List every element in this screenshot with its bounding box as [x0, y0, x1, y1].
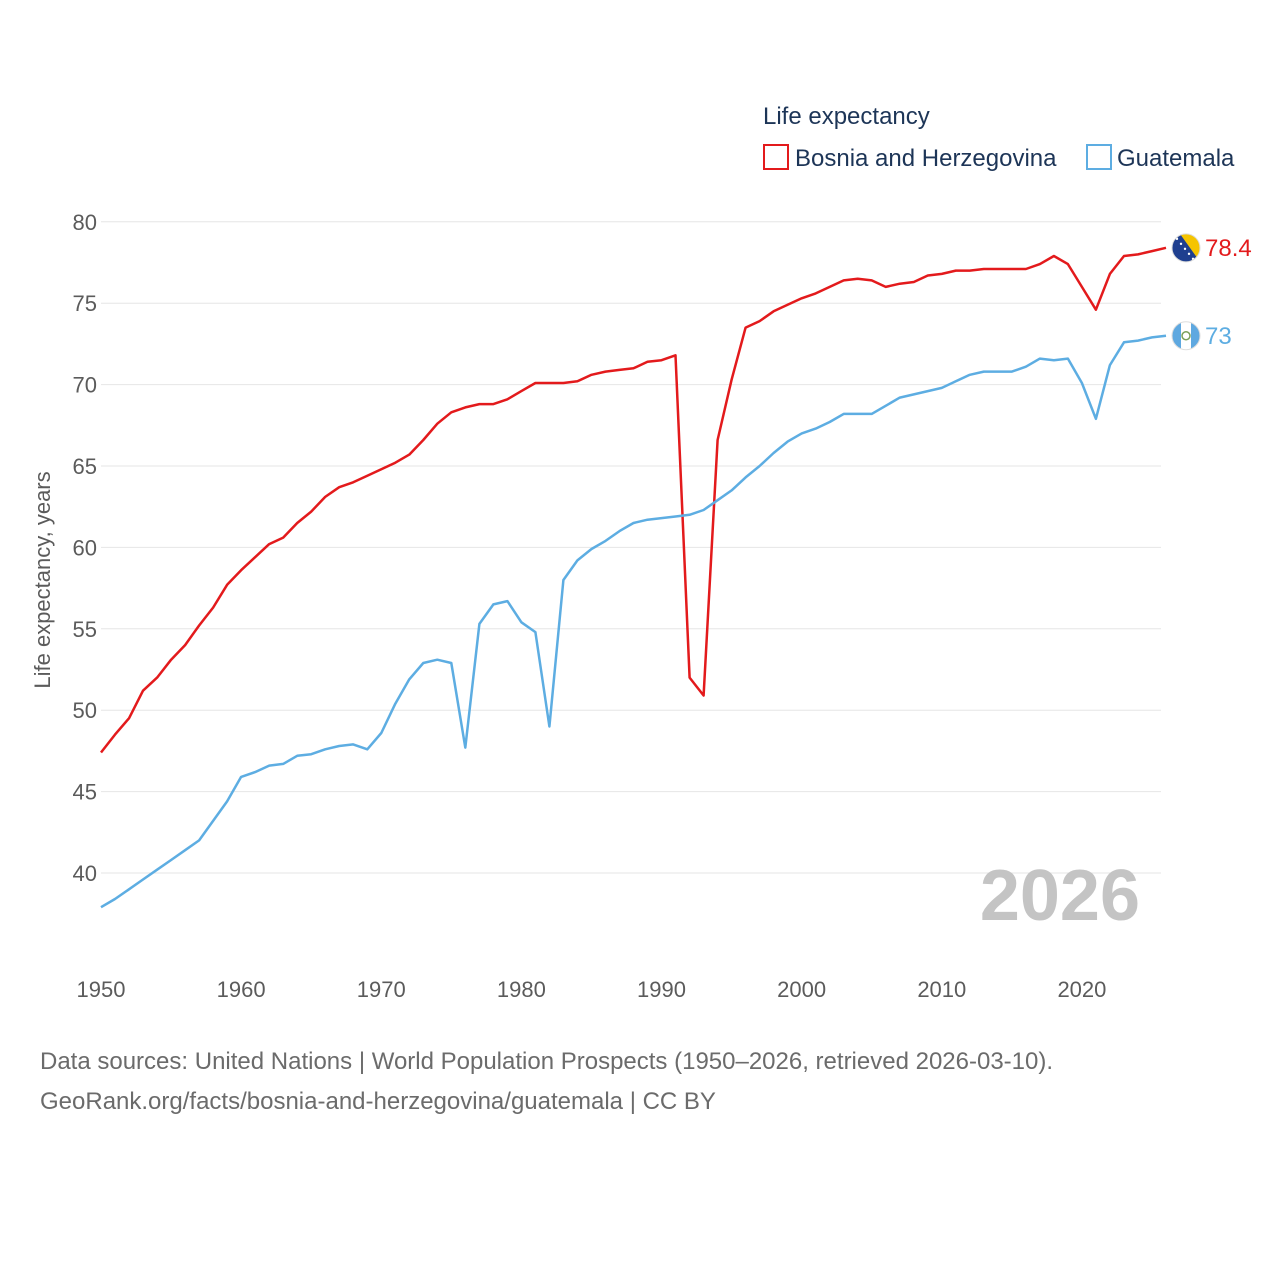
x-tick-label-1960: 1960 — [217, 977, 266, 1002]
legend-label-bosnia: Bosnia and Herzegovina — [795, 145, 1057, 172]
series-lines — [100, 246, 1167, 909]
legend-label-guatemala: Guatemala — [1117, 145, 1235, 172]
y-tick-label-75: 75 — [73, 291, 97, 316]
y-tick-label-55: 55 — [73, 617, 97, 642]
x-tick-label-1950: 1950 — [77, 977, 126, 1002]
y-tick-label-50: 50 — [73, 698, 97, 723]
bosnia-flag-icon — [1171, 233, 1201, 263]
end-value-label-guatemala: 73 — [1205, 323, 1232, 350]
legend: Life expectancy Bosnia and Herzegovina G… — [763, 103, 1235, 172]
x-tick-label-1990: 1990 — [637, 977, 686, 1002]
series-line-guatemala[interactable] — [100, 334, 1167, 909]
gridlines — [101, 221, 1161, 874]
x-tick-label-2010: 2010 — [917, 977, 966, 1002]
series-line-bosnia[interactable] — [100, 246, 1167, 754]
y-tick-label-45: 45 — [73, 780, 97, 805]
x-axis-ticks: 1950 1960 1970 1980 1990 2000 2010 2020 — [77, 977, 1107, 1002]
x-tick-label-2020: 2020 — [1057, 977, 1106, 1002]
x-tick-label-2000: 2000 — [777, 977, 826, 1002]
series-end-labels: 78.4 73 — [1171, 233, 1252, 351]
guatemala-flag-icon — [1171, 321, 1201, 351]
legend-item-bosnia[interactable]: Bosnia and Herzegovina — [763, 144, 1057, 172]
y-tick-label-40: 40 — [73, 861, 97, 886]
data-sources-text: Data sources: United Nations | World Pop… — [40, 1048, 1054, 1075]
legend-title: Life expectancy — [763, 103, 930, 130]
y-tick-label-70: 70 — [73, 373, 97, 398]
year-watermark: 2026 — [980, 856, 1140, 936]
y-tick-label-60: 60 — [73, 535, 97, 560]
y-tick-label-65: 65 — [73, 454, 97, 479]
legend-swatch-bosnia — [763, 144, 789, 170]
footer: Data sources: United Nations | World Pop… — [40, 1042, 1260, 1122]
legend-swatch-guatemala — [1086, 144, 1112, 170]
y-axis-ticks: 40 45 50 55 60 65 70 75 80 — [73, 210, 97, 886]
end-value-label-bosnia: 78.4 — [1205, 235, 1252, 262]
attribution-link[interactable]: GeoRank.org/facts/bosnia-and-herzegovina… — [40, 1088, 716, 1115]
x-tick-label-1970: 1970 — [357, 977, 406, 1002]
legend-item-guatemala[interactable]: Guatemala — [1086, 144, 1235, 172]
y-tick-label-80: 80 — [73, 210, 97, 235]
x-tick-label-1980: 1980 — [497, 977, 546, 1002]
y-axis-title: Life expectancy, years — [30, 471, 55, 688]
